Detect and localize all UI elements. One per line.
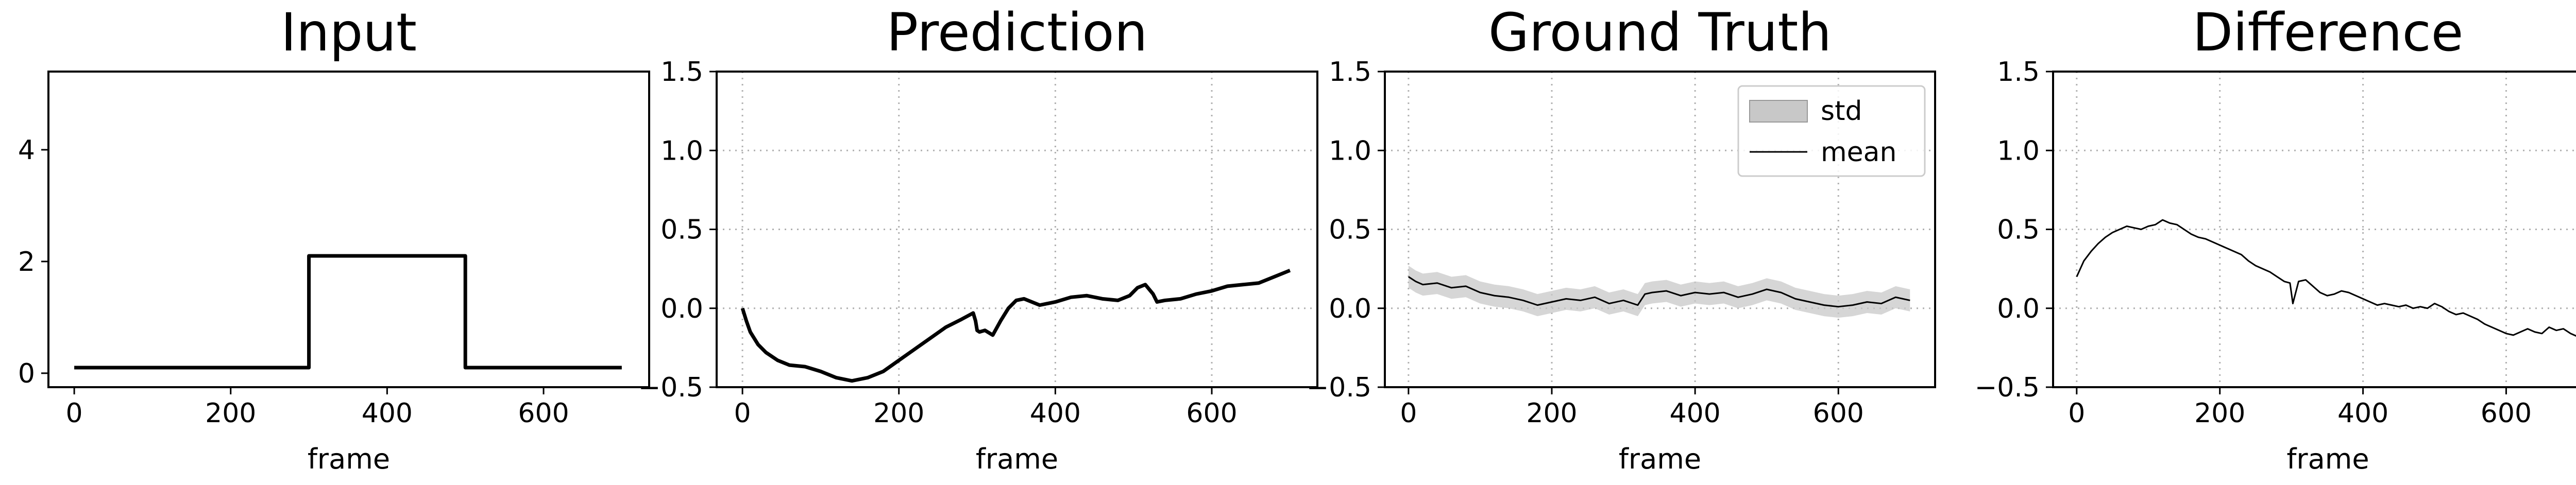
chart-title: Input	[281, 2, 417, 63]
x-tick-label: 200	[873, 398, 924, 429]
x-axis-label: frame	[1619, 443, 1701, 475]
legend-label-mean: mean	[1821, 137, 1896, 168]
x-tick-label: 600	[2481, 398, 2532, 429]
series-line	[2076, 219, 2576, 337]
legend-swatch-std	[1749, 100, 1808, 123]
chart-title: Difference	[2193, 2, 2464, 63]
y-tick-label: −0.5	[1975, 372, 2040, 403]
x-tick-label: 0	[2068, 398, 2085, 429]
y-tick-label: −0.5	[638, 372, 703, 403]
x-axis-label: frame	[976, 443, 1058, 475]
y-tick-label: 1.0	[1997, 135, 2040, 166]
y-tick-label: 0.5	[1997, 215, 2040, 246]
x-axis-label: frame	[2286, 443, 2369, 475]
series-line-mean	[1408, 276, 1910, 308]
chart-title: Ground Truth	[1488, 2, 1832, 63]
x-tick-label: 400	[1030, 398, 1081, 429]
x-tick-label: 600	[518, 398, 569, 429]
legend: std mean	[1737, 85, 1926, 177]
chart-panel-1: 0 200 400 600 0 2 4 Input frame	[18, 2, 650, 475]
chart-panel-3: 0 200 400 600 −0.5 0.0 0.5 1.0 1.5 Ground Truth fr…	[1307, 2, 1936, 475]
x-tick-label: 0	[734, 398, 751, 429]
y-tick-label: 1.0	[660, 135, 703, 166]
y-tick-label: 0.0	[660, 293, 703, 324]
y-tick-label: 1.0	[1329, 135, 1371, 166]
y-tick-label: 0.0	[1997, 293, 2040, 324]
chart-title: Prediction	[887, 2, 1148, 63]
y-tick-label: 0.5	[660, 215, 703, 246]
plot-frame	[2052, 71, 2576, 388]
x-tick-label: 200	[205, 398, 256, 429]
y-tick-label: 0	[18, 358, 35, 389]
y-tick-label: −0.5	[1307, 372, 1371, 403]
x-tick-label: 200	[1526, 398, 1577, 429]
x-tick-label: 400	[362, 398, 413, 429]
x-axis-label: frame	[308, 443, 390, 475]
y-tick-label: 1.5	[660, 57, 703, 88]
series-line	[740, 268, 1291, 383]
x-tick-label: 600	[1186, 398, 1237, 429]
x-tick-label: 400	[1670, 398, 1721, 429]
y-tick-label: 0.0	[1329, 293, 1371, 324]
x-tick-label: 200	[2194, 398, 2245, 429]
plot-frame	[716, 71, 1318, 388]
x-tick-label: 0	[1400, 398, 1417, 429]
x-tick-label: 400	[2337, 398, 2388, 429]
y-tick-label: 1.5	[1329, 57, 1371, 88]
y-tick-label: 1.5	[1997, 57, 2040, 88]
x-tick-label: 0	[66, 398, 83, 429]
y-tick-label: 4	[18, 135, 35, 166]
legend-label-std: std	[1821, 96, 1862, 127]
x-tick-label: 600	[1813, 398, 1864, 429]
series-line	[74, 254, 622, 370]
chart-panel-4: 0 200 400 600 −0.5 0.0 0.5 1.0 1.5 Difference fram…	[1975, 2, 2576, 475]
chart-panel-2: 0 200 400 600 −0.5 0.0 0.5 1.0 1.5 Prediction fram…	[638, 2, 1318, 475]
y-tick-label: 2	[18, 247, 35, 278]
y-tick-label: 0.5	[1329, 215, 1371, 246]
plot-frame	[47, 71, 650, 388]
